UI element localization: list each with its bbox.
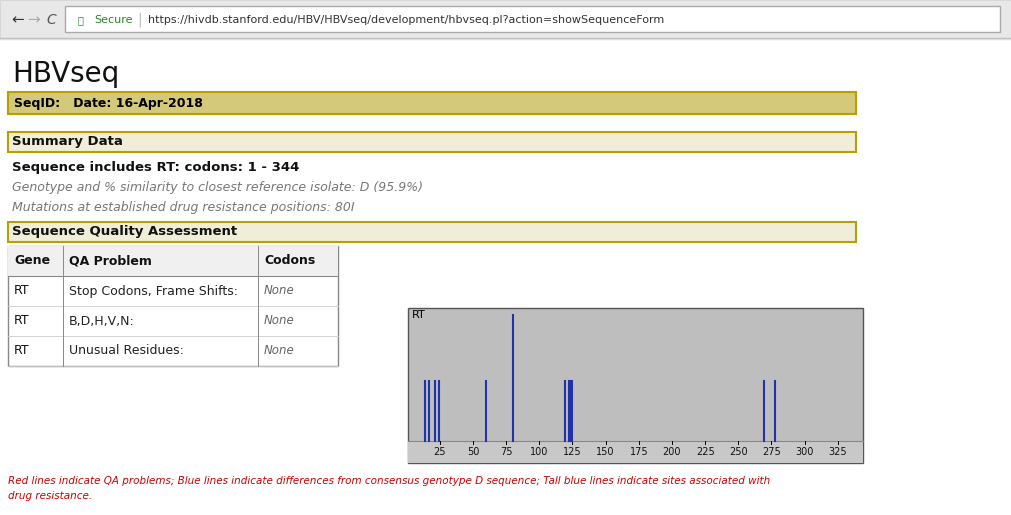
Text: None: None [264, 345, 295, 357]
Text: Secure: Secure [94, 15, 132, 25]
Text: →: → [27, 12, 40, 27]
Bar [408, 441, 863, 463]
Text: ←: ← [11, 12, 24, 27]
Text: RT: RT [14, 345, 29, 357]
Text: 75: 75 [499, 447, 513, 457]
Bar [8, 92, 856, 114]
Text: HBVseq: HBVseq [12, 60, 119, 88]
Text: 275: 275 [762, 447, 780, 457]
Text: Unusual Residues:: Unusual Residues: [69, 345, 184, 357]
Text: RT: RT [14, 315, 29, 328]
Text: Sequence includes RT: codons: 1 - 344: Sequence includes RT: codons: 1 - 344 [12, 161, 299, 174]
Text: 225: 225 [696, 447, 715, 457]
Text: 125: 125 [563, 447, 581, 457]
Text: 250: 250 [729, 447, 747, 457]
Text: 50: 50 [467, 447, 479, 457]
Text: 100: 100 [530, 447, 549, 457]
Text: SeqID:   Date: 16-Apr-2018: SeqID: Date: 16-Apr-2018 [14, 96, 203, 110]
Bar [65, 6, 1000, 32]
Text: |: | [137, 13, 143, 27]
Text: C: C [47, 13, 56, 27]
Bar [408, 308, 863, 463]
Text: 200: 200 [663, 447, 681, 457]
Bar [8, 246, 338, 276]
Text: Stop Codons, Frame Shifts:: Stop Codons, Frame Shifts: [69, 284, 238, 298]
Bar [8, 246, 338, 366]
Bar [0, 0, 1011, 38]
Text: 325: 325 [828, 447, 847, 457]
Text: 175: 175 [630, 447, 648, 457]
Text: B,D,H,V,N:: B,D,H,V,N: [69, 315, 134, 328]
Text: 🔒: 🔒 [77, 15, 83, 25]
Text: 25: 25 [434, 447, 446, 457]
Text: Gene: Gene [14, 254, 51, 267]
Text: None: None [264, 284, 295, 298]
Text: Genotype and % similarity to closest reference isolate: D (95.9%): Genotype and % similarity to closest ref… [12, 180, 423, 194]
Text: RT: RT [14, 284, 29, 298]
Bar [8, 222, 856, 242]
Bar [8, 132, 856, 152]
Text: RT: RT [412, 310, 426, 320]
Text: Mutations at established drug resistance positions: 80I: Mutations at established drug resistance… [12, 200, 355, 214]
Text: None: None [264, 315, 295, 328]
Text: Codons: Codons [264, 254, 315, 267]
Text: 300: 300 [796, 447, 814, 457]
Text: Red lines indicate QA problems; Blue lines indicate differences from consensus g: Red lines indicate QA problems; Blue lin… [8, 476, 770, 486]
Text: Summary Data: Summary Data [12, 135, 123, 148]
Text: 150: 150 [596, 447, 615, 457]
Text: drug resistance.: drug resistance. [8, 491, 92, 501]
Text: QA Problem: QA Problem [69, 254, 152, 267]
Text: Sequence Quality Assessment: Sequence Quality Assessment [12, 226, 238, 238]
Text: https://hivdb.stanford.edu/HBV/HBVseq/development/hbvseq.pl?action=showSequenceF: https://hivdb.stanford.edu/HBV/HBVseq/de… [148, 15, 664, 25]
